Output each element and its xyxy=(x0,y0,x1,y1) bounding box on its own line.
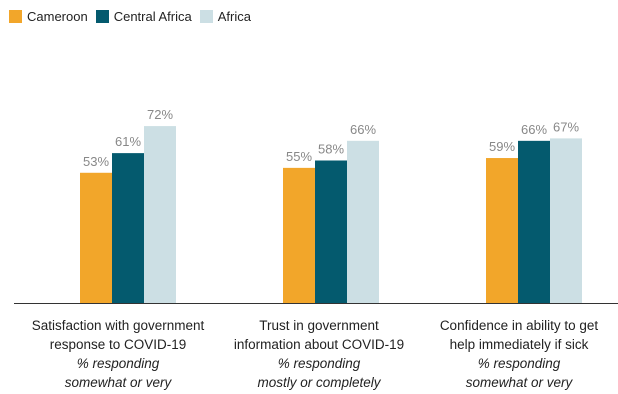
category-label-confidence: Confidence in ability to get help immedi… xyxy=(414,316,618,392)
legend-label-africa: Africa xyxy=(217,9,251,24)
value-label-cameroon-1: 55% xyxy=(286,149,312,164)
value-label-central-africa-1: 58% xyxy=(318,141,344,156)
legend-item-africa: Africa xyxy=(199,9,251,24)
category-label-satisfaction: Satisfaction with government response to… xyxy=(13,316,223,392)
category-title-line1: Satisfaction with government xyxy=(31,318,205,333)
bar-central-africa-0 xyxy=(112,153,144,303)
bar-africa-1 xyxy=(347,140,379,303)
value-label-cameroon-0: 53% xyxy=(83,154,109,169)
category-note-line2: somewhat or very xyxy=(465,375,573,390)
category-title-line2: response to COVID-19 xyxy=(49,337,187,352)
value-label-central-africa-2: 66% xyxy=(521,122,547,137)
value-label-africa-1: 66% xyxy=(350,122,376,137)
category-note-line2: mostly or completely xyxy=(257,375,381,390)
legend: Cameroon Central Africa Africa xyxy=(9,9,259,24)
bar-cameroon-1 xyxy=(283,167,315,303)
category-note-line1: % responding xyxy=(477,356,561,371)
category-title-line2: information about COVID-19 xyxy=(233,337,405,352)
category-note-line1: % responding xyxy=(76,356,160,371)
bar-central-africa-1 xyxy=(315,160,347,303)
bar-africa-2 xyxy=(550,138,582,303)
category-label-trust: Trust in government information about CO… xyxy=(214,316,424,392)
category-note-line2: somewhat or very xyxy=(64,375,172,390)
value-label-africa-0: 72% xyxy=(147,107,173,122)
value-label-central-africa-0: 61% xyxy=(115,134,141,149)
category-title-line1: Confidence in ability to get xyxy=(439,318,599,333)
category-note-line1: % responding xyxy=(277,356,361,371)
bar-cameroon-2 xyxy=(486,158,518,303)
legend-label-central-africa: Central Africa xyxy=(113,9,192,24)
category-title-line2: help immediately if sick xyxy=(449,337,589,352)
bar-central-africa-2 xyxy=(518,140,550,303)
legend-swatch-cameroon xyxy=(9,10,22,23)
legend-item-central-africa: Central Africa xyxy=(95,9,192,24)
bar-cameroon-0 xyxy=(80,172,112,303)
category-title-line1: Trust in government xyxy=(259,318,379,333)
legend-label-cameroon: Cameroon xyxy=(27,9,88,24)
legend-swatch-central-africa xyxy=(95,10,109,23)
value-label-cameroon-2: 59% xyxy=(489,139,515,154)
legend-item-cameroon: Cameroon xyxy=(9,9,88,24)
value-label-africa-2: 67% xyxy=(553,119,579,134)
legend-swatch-africa xyxy=(199,10,213,23)
bar-africa-0 xyxy=(144,126,176,303)
